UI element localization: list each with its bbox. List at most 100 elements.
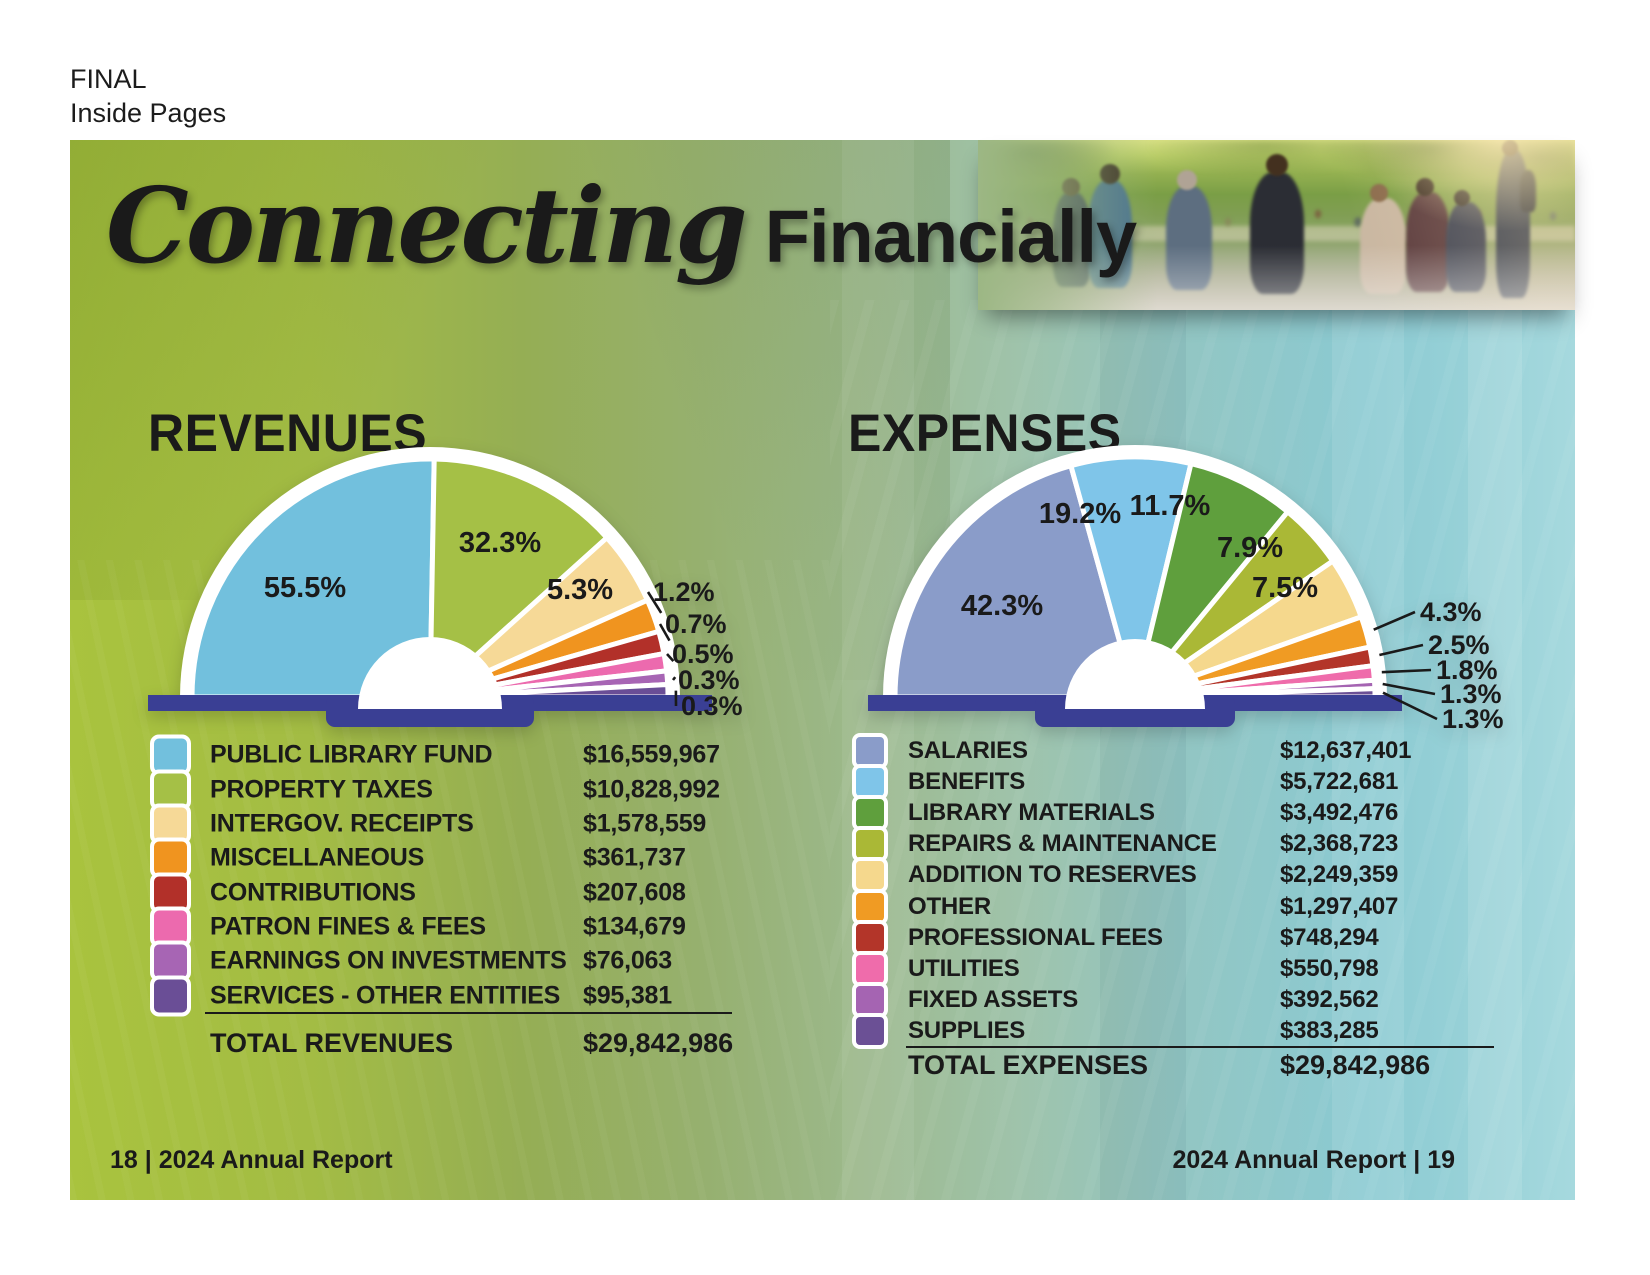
- page-title-sans-word: Financially: [764, 195, 1137, 278]
- proof-inside-pages-label: Inside Pages: [70, 98, 227, 128]
- legend-value: $748,294: [1280, 923, 1379, 951]
- pct-label: 5.3%: [547, 574, 613, 606]
- leader-line: [1373, 610, 1416, 631]
- pct-label: 1.2%: [653, 577, 715, 607]
- pct-label: 0.7%: [665, 609, 727, 639]
- pct-label: 7.5%: [1252, 572, 1318, 604]
- revenues-total-rule: [205, 1012, 732, 1014]
- legend-label: SUPPLIES: [908, 1017, 1026, 1045]
- legend-label: BENEFITS: [908, 767, 1026, 795]
- legend-swatch: [150, 975, 191, 1017]
- legend-value: $361,737: [583, 843, 686, 872]
- pct-label: 55.5%: [264, 572, 346, 604]
- legend-label: MISCELLANEOUS: [210, 843, 425, 872]
- legend-label: ADDITION TO RESERVES: [908, 861, 1197, 889]
- page-number-right: 2024 Annual Report | 19: [1172, 1146, 1455, 1174]
- pct-label: 0.3%: [678, 665, 740, 695]
- legend-label: REPAIRS & MAINTENANCE: [908, 830, 1217, 858]
- leader-line: [1379, 643, 1424, 657]
- proof-label: FINAL Inside Pages: [70, 62, 226, 130]
- pie-slice: [189, 456, 437, 700]
- leader-line: [671, 676, 677, 681]
- legend-row: PUBLIC LIBRARY FUND $16,559,967: [150, 734, 750, 776]
- legend-row: UTILITIES $550,798: [852, 950, 1500, 987]
- legend-row: EARNINGS ON INVESTMENTS $76,063: [150, 940, 750, 982]
- legend-row: PATRON FINES & FEES $134,679: [150, 906, 750, 948]
- pct-label: 1.3%: [1442, 704, 1504, 734]
- legend-row: FIXED ASSETS $392,562: [852, 982, 1500, 1019]
- revenues-chart: 55.5%32.3%5.3% 1.2%0.7%0.5%0.3%0.3%: [148, 447, 743, 727]
- leader-line: [1382, 691, 1438, 721]
- legend-row: PROPERTY TAXES $10,828,992: [150, 769, 750, 811]
- pct-label: 0.5%: [672, 639, 734, 669]
- revenues-total-row: TOTAL REVENUES $29,842,986: [210, 1028, 770, 1059]
- legend-value: $392,562: [1280, 986, 1379, 1014]
- legend-swatch: [150, 906, 191, 948]
- expenses-chart: 42.3%19.2% 11.7%7.9%7.5%4.3%2.5%1.8%1.3%1…: [868, 445, 1504, 734]
- legend-value: $12,637,401: [1280, 736, 1412, 764]
- legend-label: SALARIES: [908, 736, 1028, 764]
- legend-value: $16,559,967: [583, 740, 720, 769]
- pct-label: 42.3%: [961, 590, 1043, 622]
- legend-label: CONTRIBUTIONS: [210, 878, 416, 907]
- legend-value: $383,285: [1280, 1017, 1379, 1045]
- legend-row: CONTRIBUTIONS $207,608: [150, 872, 750, 914]
- legend-row: MISCELLANEOUS $361,737: [150, 837, 750, 879]
- background-band: [1468, 140, 1522, 1200]
- park-crowd-photo: [978, 140, 1575, 310]
- pct-label: 7.9%: [1217, 532, 1283, 564]
- page-number-left: 18 | 2024 Annual Report: [110, 1146, 393, 1174]
- legend-row: BENEFITS $5,722,681: [852, 763, 1500, 800]
- legend-value: $1,578,559: [583, 809, 707, 838]
- expenses-total-label: TOTAL EXPENSES: [908, 1050, 1149, 1080]
- legend-swatch: [150, 872, 191, 914]
- legend-value: $10,828,992: [583, 775, 720, 804]
- legend-swatch: [852, 763, 888, 800]
- pct-label: 0.3%: [681, 691, 743, 721]
- legend-value: $5,722,681: [1280, 767, 1399, 795]
- background-page-fan-texture: [830, 300, 1575, 1200]
- chart-center-hole: [358, 637, 502, 709]
- legend-row: SALARIES $12,637,401: [852, 732, 1500, 769]
- pie-slice: [892, 463, 1138, 700]
- legend-swatch: [852, 982, 888, 1019]
- pie-slice: [1068, 454, 1194, 700]
- legend-label: PUBLIC LIBRARY FUND: [210, 740, 493, 769]
- pie-slice: [427, 456, 610, 700]
- pct-label: 1.3%: [1440, 679, 1502, 709]
- revenues-total-value: $29,842,986: [583, 1028, 734, 1058]
- legend-row: SERVICES - OTHER ENTITIES $95,381: [150, 975, 750, 1017]
- legend-value: $134,679: [583, 912, 686, 941]
- legend-value: $2,249,359: [1280, 861, 1399, 889]
- legend-row: ADDITION TO RESERVES $2,249,359: [852, 857, 1500, 894]
- legend-row: INTERGOV. RECEIPTS $1,578,559: [150, 803, 750, 845]
- page-title-script-word: Connecting: [106, 164, 748, 287]
- leader-line: [646, 591, 663, 614]
- legend-swatch: [150, 837, 191, 879]
- pct-label: 19.2%: [1039, 498, 1121, 530]
- pct-label: 11.7%: [1130, 490, 1211, 522]
- legend-swatch: [852, 888, 888, 925]
- legend-row: OTHER $1,297,407: [852, 888, 1500, 925]
- pct-label: 2.5%: [1428, 630, 1490, 660]
- legend-row: SUPPLIES $383,285: [852, 1013, 1500, 1050]
- legend-value: $3,492,476: [1280, 798, 1399, 826]
- legend-label: FIXED ASSETS: [908, 986, 1079, 1014]
- expenses-total-rule: [906, 1046, 1494, 1048]
- legend-label: EARNINGS ON INVESTMENTS: [210, 946, 567, 975]
- leader-line: [1381, 668, 1432, 674]
- legend-value: $2,368,723: [1280, 830, 1399, 858]
- leader-line: [666, 653, 675, 662]
- expenses-legend: SALARIES $12,637,401 BENEFITS $5,722,681…: [852, 732, 1500, 1053]
- page-title: Connecting Financially: [106, 164, 1137, 287]
- legend-value: $550,798: [1280, 954, 1379, 982]
- legend-value: $76,063: [583, 946, 672, 975]
- pct-label: 32.3%: [459, 527, 541, 559]
- leader-line: [1382, 682, 1436, 696]
- legend-swatch: [150, 769, 191, 811]
- legend-label: PATRON FINES & FEES: [210, 912, 486, 941]
- legend-row: LIBRARY MATERIALS $3,492,476: [852, 794, 1500, 831]
- revenues-legend: PUBLIC LIBRARY FUND $16,559,967 PROPERTY…: [150, 734, 750, 1018]
- legend-label: LIBRARY MATERIALS: [908, 798, 1155, 826]
